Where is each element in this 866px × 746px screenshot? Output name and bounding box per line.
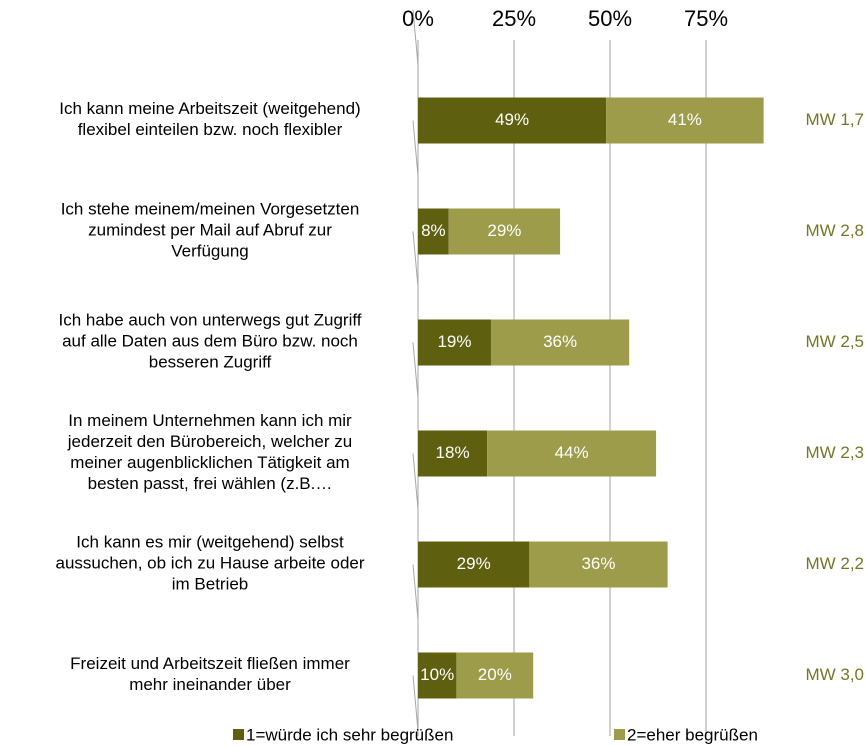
bar-segment [418,652,457,699]
value-label: 8% [421,221,446,240]
value-label: 29% [457,554,491,573]
mean-label: MW 2,3 [805,443,864,462]
axis-tick [412,342,419,399]
mean-label: MW 2,5 [805,332,864,351]
mean-label: MW 3,0 [805,665,864,684]
mean-label: MW 2,8 [805,221,864,240]
axis-tick [412,675,419,732]
value-label: 29% [487,221,521,240]
x-tick-label: 25% [492,6,536,31]
axis-tick [412,453,419,510]
value-label: 49% [495,110,529,129]
bar-segment [456,652,534,699]
legend-swatch [614,729,625,740]
category-label: Ich habe auch von unterwegs gut Zugriff a… [58,311,361,372]
category-label: Freizeit und Arbeitszeit fließen immer me… [70,654,350,694]
bar-segment [418,319,491,366]
category-label: Ich kann es mir (weitgehend) selbst aussu… [55,533,364,594]
value-label: 41% [668,110,702,129]
bar-segment [448,208,561,255]
category-label: Ich stehe meinem/meinen Vorgesetzten zumi… [61,200,360,261]
category-label: Ich kann meine Arbeitszeit (weitgehend) f… [59,99,360,139]
value-label: 19% [437,332,471,351]
bar-segment [487,430,657,477]
axis-tick [412,9,419,66]
bar-segment [418,541,530,588]
value-label: 36% [581,554,615,573]
bar-segment [418,97,607,144]
value-label: 20% [478,665,512,684]
value-label: 44% [555,443,589,462]
bar-segment [606,97,764,144]
bar-segment [418,208,449,255]
legend-label: 2=eher begrüßen [627,725,758,744]
x-tick-label: 50% [588,6,632,31]
legend-label: 1=würde ich sehr begrüßen [246,725,453,744]
mean-label: MW 1,7 [805,110,864,129]
value-label: 36% [543,332,577,351]
x-tick-label: 0% [402,6,434,31]
category-label: In meinem Unternehmen kann ich mir jederz… [67,411,352,493]
x-tick-label: 75% [684,6,728,31]
bar-segment [490,319,630,366]
value-label: 18% [436,443,470,462]
mean-label: MW 2,2 [805,554,864,573]
axis-tick [412,120,419,177]
legend-swatch [233,729,244,740]
axis-tick [412,231,419,288]
bar-segment [529,541,668,588]
value-label: 10% [420,665,454,684]
bar-segment [418,430,488,477]
axis-tick [412,564,419,621]
